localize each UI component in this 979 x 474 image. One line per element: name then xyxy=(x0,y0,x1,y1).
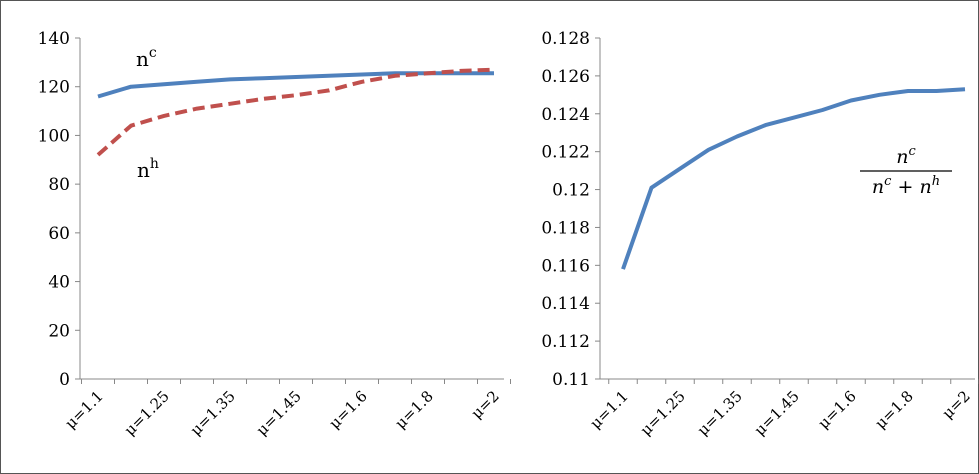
right-xtick-label: μ=1.45 xyxy=(751,387,803,439)
right-annotation-fraction: nc nc + nh xyxy=(860,144,952,198)
right-ytick-label: 0.128 xyxy=(541,29,590,49)
right-ytick-label: 0.122 xyxy=(541,143,590,163)
left-xtick-label: μ=1.6 xyxy=(325,387,370,432)
left-ytick-label: 60 xyxy=(48,224,70,244)
left-ytick-label: 40 xyxy=(48,273,70,293)
right-series-line-0 xyxy=(621,87,966,270)
left-xtick-label: μ=1.25 xyxy=(121,387,173,439)
right-xtick-label: μ=1.6 xyxy=(814,387,859,432)
left-xtick-label: μ=1.35 xyxy=(187,387,239,439)
left-series-line-0 xyxy=(97,71,494,99)
right-ytick-label: 0.124 xyxy=(541,105,590,125)
right-ytick-label: 0.11 xyxy=(552,370,590,390)
left-ytick-label: 140 xyxy=(38,29,70,49)
fraction-denominator: nc + nh xyxy=(872,174,940,198)
right-ytick-label: 0.12 xyxy=(552,181,590,201)
right-xtick-label: μ=2 xyxy=(939,387,974,422)
left-xtick-label: μ=2 xyxy=(468,387,503,422)
left-chart: 140 120 100 80 60 40 20 0 μ=1.1 μ=1.25 μ=1.35 μ=1.… xyxy=(38,29,511,439)
fraction-numerator: nc xyxy=(896,144,916,168)
left-label-nh: nh xyxy=(137,156,159,182)
right-xtick-label: μ=1.35 xyxy=(694,387,746,439)
left-ytick-label: 20 xyxy=(48,321,70,341)
left-ytick-label: 0 xyxy=(59,370,70,390)
left-series-line-1 xyxy=(96,67,495,157)
left-ytick-label: 80 xyxy=(48,175,70,195)
left-label-nc: nc xyxy=(136,45,157,71)
right-ytick-label: 0.116 xyxy=(541,256,590,276)
right-ytick-label: 0.118 xyxy=(541,218,590,238)
left-ytick-label: 120 xyxy=(38,78,70,98)
right-ytick-label: 0.126 xyxy=(541,67,590,87)
right-chart: 0.128 0.126 0.124 0.122 0.12 0.118 0.116 0.114 0… xyxy=(541,29,979,439)
right-ytick-label: 0.112 xyxy=(541,332,590,352)
left-xtick-label: μ=1.1 xyxy=(61,387,106,432)
left-xtick-label: μ=1.8 xyxy=(391,387,436,432)
left-ytick-label: 100 xyxy=(38,126,70,146)
left-xtick-label: μ=1.45 xyxy=(253,387,305,439)
right-ytick-label: 0.114 xyxy=(541,294,590,314)
right-xtick-label: μ=1.25 xyxy=(637,387,689,439)
right-xtick-label: μ=1.1 xyxy=(586,387,631,432)
right-xtick-label: μ=1.8 xyxy=(871,387,916,432)
